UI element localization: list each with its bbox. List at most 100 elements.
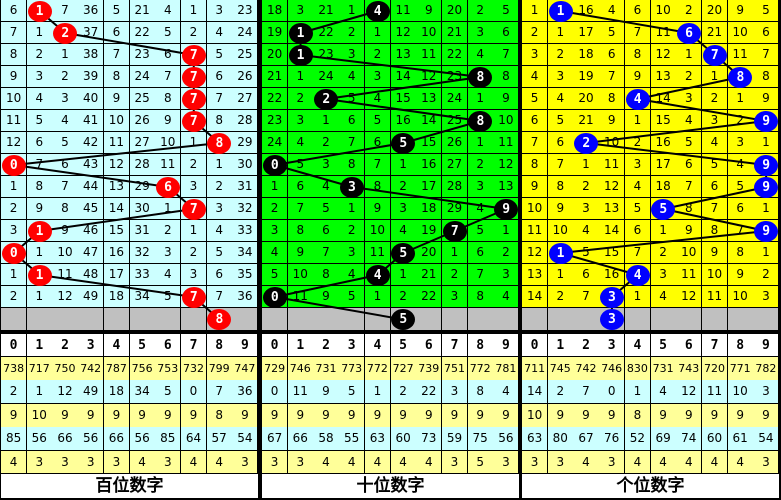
trend-cell: 5 bbox=[313, 198, 340, 220]
trend-cell: 2 bbox=[180, 242, 208, 264]
pending-cell bbox=[624, 308, 651, 331]
trend-cell: 5 bbox=[155, 286, 182, 308]
trend-cell: 5 bbox=[52, 132, 79, 154]
trend-cell: 2 bbox=[547, 44, 574, 66]
trend-cell: 1 bbox=[441, 242, 469, 264]
pending-cell bbox=[493, 308, 520, 331]
trend-cell: 16 bbox=[599, 264, 626, 286]
trend-cell: 5 bbox=[573, 242, 600, 264]
trend-cell: 3 bbox=[52, 88, 79, 110]
trend-cell: 1 bbox=[547, 22, 574, 44]
trend-cell: 1 bbox=[339, 0, 366, 22]
stat-avg-row: 63 bbox=[522, 427, 549, 452]
trend-cell: 19 bbox=[573, 66, 600, 88]
trend-cell: 18 bbox=[103, 286, 130, 308]
digit-header: 3 bbox=[78, 334, 105, 357]
digit-header: 4 bbox=[364, 334, 391, 357]
stat-current-miss-row: 34 bbox=[129, 380, 156, 405]
stat-max-miss-row: 9 bbox=[573, 403, 600, 428]
pending-cell bbox=[676, 308, 703, 331]
trend-cell: 26 bbox=[129, 110, 156, 132]
trend-cell: 1 bbox=[467, 132, 494, 154]
trend-cell: 15 bbox=[103, 220, 130, 242]
stat-total-row: 753 bbox=[155, 357, 182, 381]
trend-cell: 3 bbox=[339, 242, 366, 264]
trend-cell: 6 bbox=[573, 264, 600, 286]
trend-cell: 3 bbox=[547, 66, 574, 88]
trend-cell: 3 bbox=[26, 66, 53, 88]
stat-current-miss-row: 2 bbox=[1, 380, 28, 405]
trend-cell: 9 bbox=[753, 88, 780, 110]
digit-header: 6 bbox=[155, 334, 182, 357]
trend-cell: 9 bbox=[313, 286, 340, 308]
trend-cell: 43 bbox=[78, 154, 105, 176]
trend-cell: 16 bbox=[416, 154, 443, 176]
trend-cell: 6 bbox=[206, 66, 233, 88]
trend-cell: 6 bbox=[313, 220, 340, 242]
stat-max-miss-row: 8 bbox=[206, 403, 233, 428]
stat-max-miss-row: 9 bbox=[78, 403, 105, 428]
digit-header: 3 bbox=[599, 334, 626, 357]
trend-cell: 7 bbox=[52, 0, 79, 22]
digit-header: 1 bbox=[26, 334, 53, 357]
stat-avg-row: 56 bbox=[78, 427, 105, 452]
draw-ball: 5 bbox=[391, 242, 416, 264]
trend-cell: 9 bbox=[676, 220, 703, 242]
trend-cell: 16 bbox=[573, 0, 600, 22]
stat-current-miss-row: 11 bbox=[701, 380, 729, 405]
stat-total-row: 711 bbox=[522, 357, 549, 381]
trend-cell: 7 bbox=[1, 22, 28, 44]
trend-cell: 2 bbox=[339, 220, 366, 242]
stat-total-row: 738 bbox=[1, 357, 28, 381]
stat-avg-row: 66 bbox=[287, 427, 314, 452]
trend-cell: 24 bbox=[441, 88, 469, 110]
trend-cell: 5 bbox=[624, 198, 651, 220]
trend-cell: 6 bbox=[52, 154, 79, 176]
stat-total-row: 772 bbox=[467, 357, 494, 381]
stat-max-miss-row: 9 bbox=[676, 403, 703, 428]
digit-header: 2 bbox=[52, 334, 79, 357]
trend-cell: 5 bbox=[701, 154, 729, 176]
trend-cell: 1 bbox=[390, 264, 417, 286]
pending-cell bbox=[232, 308, 259, 331]
trend-cell: 2 bbox=[1, 198, 28, 220]
pending-cell bbox=[26, 308, 53, 331]
trend-cell: 2 bbox=[26, 44, 53, 66]
stat-max-miss-row: 9 bbox=[493, 403, 520, 428]
trend-cell: 11 bbox=[1, 110, 28, 132]
digit-header: 9 bbox=[753, 334, 780, 357]
trend-cell: 32 bbox=[232, 198, 259, 220]
stat-avg-row: 52 bbox=[624, 427, 651, 452]
trend-cell: 4 bbox=[727, 154, 754, 176]
stat-avg-row: 54 bbox=[753, 427, 780, 452]
trend-cell: 2 bbox=[727, 110, 754, 132]
stat-avg-row: 55 bbox=[339, 427, 366, 452]
trend-cell: 7 bbox=[52, 176, 79, 198]
stat-avg-row: 58 bbox=[313, 427, 340, 452]
stat-streak-row: 4 bbox=[364, 450, 391, 475]
trend-cell: 3 bbox=[262, 220, 289, 242]
trend-cell: 5 bbox=[26, 110, 53, 132]
trend-cell: 21 bbox=[573, 110, 600, 132]
trend-cell: 15 bbox=[390, 88, 417, 110]
trend-cell: 2 bbox=[701, 88, 729, 110]
draw-ball: 0 bbox=[262, 286, 287, 308]
trend-cell: 11 bbox=[727, 44, 754, 66]
stat-streak-row: 3 bbox=[599, 450, 626, 475]
stat-total-row: 756 bbox=[129, 357, 156, 381]
stat-max-miss-row: 10 bbox=[522, 403, 549, 428]
trend-cell: 10 bbox=[493, 110, 520, 132]
stat-avg-row: 76 bbox=[599, 427, 626, 452]
stat-current-miss-row: 5 bbox=[155, 380, 182, 405]
trend-cell: 10 bbox=[547, 220, 574, 242]
digit-header: 4 bbox=[624, 334, 651, 357]
stat-current-miss-row: 7 bbox=[573, 380, 600, 405]
trend-cell: 4 bbox=[262, 242, 289, 264]
trend-cell: 11 bbox=[52, 264, 79, 286]
stat-streak-row: 4 bbox=[1, 450, 28, 475]
stat-total-row: 720 bbox=[701, 357, 729, 381]
trend-cell: 1 bbox=[364, 22, 391, 44]
trend-cell: 1 bbox=[364, 286, 391, 308]
trend-cell: 5 bbox=[676, 132, 703, 154]
trend-cell: 12 bbox=[650, 44, 677, 66]
